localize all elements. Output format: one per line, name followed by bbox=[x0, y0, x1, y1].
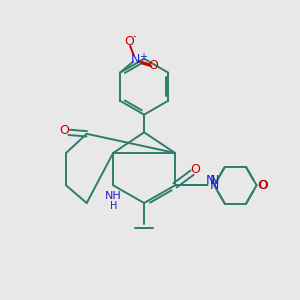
Text: N: N bbox=[209, 173, 219, 187]
Text: O: O bbox=[124, 35, 134, 48]
Text: H: H bbox=[110, 201, 117, 211]
Text: O: O bbox=[191, 163, 201, 176]
Text: O: O bbox=[148, 59, 158, 72]
Text: O: O bbox=[257, 179, 267, 192]
Text: NH: NH bbox=[105, 190, 122, 201]
Text: N: N bbox=[206, 173, 215, 187]
Text: +: + bbox=[139, 52, 147, 62]
Text: O: O bbox=[60, 124, 70, 137]
Text: N: N bbox=[130, 53, 140, 66]
Text: N: N bbox=[209, 179, 219, 192]
Text: O: O bbox=[258, 179, 268, 192]
Text: -: - bbox=[132, 32, 136, 41]
